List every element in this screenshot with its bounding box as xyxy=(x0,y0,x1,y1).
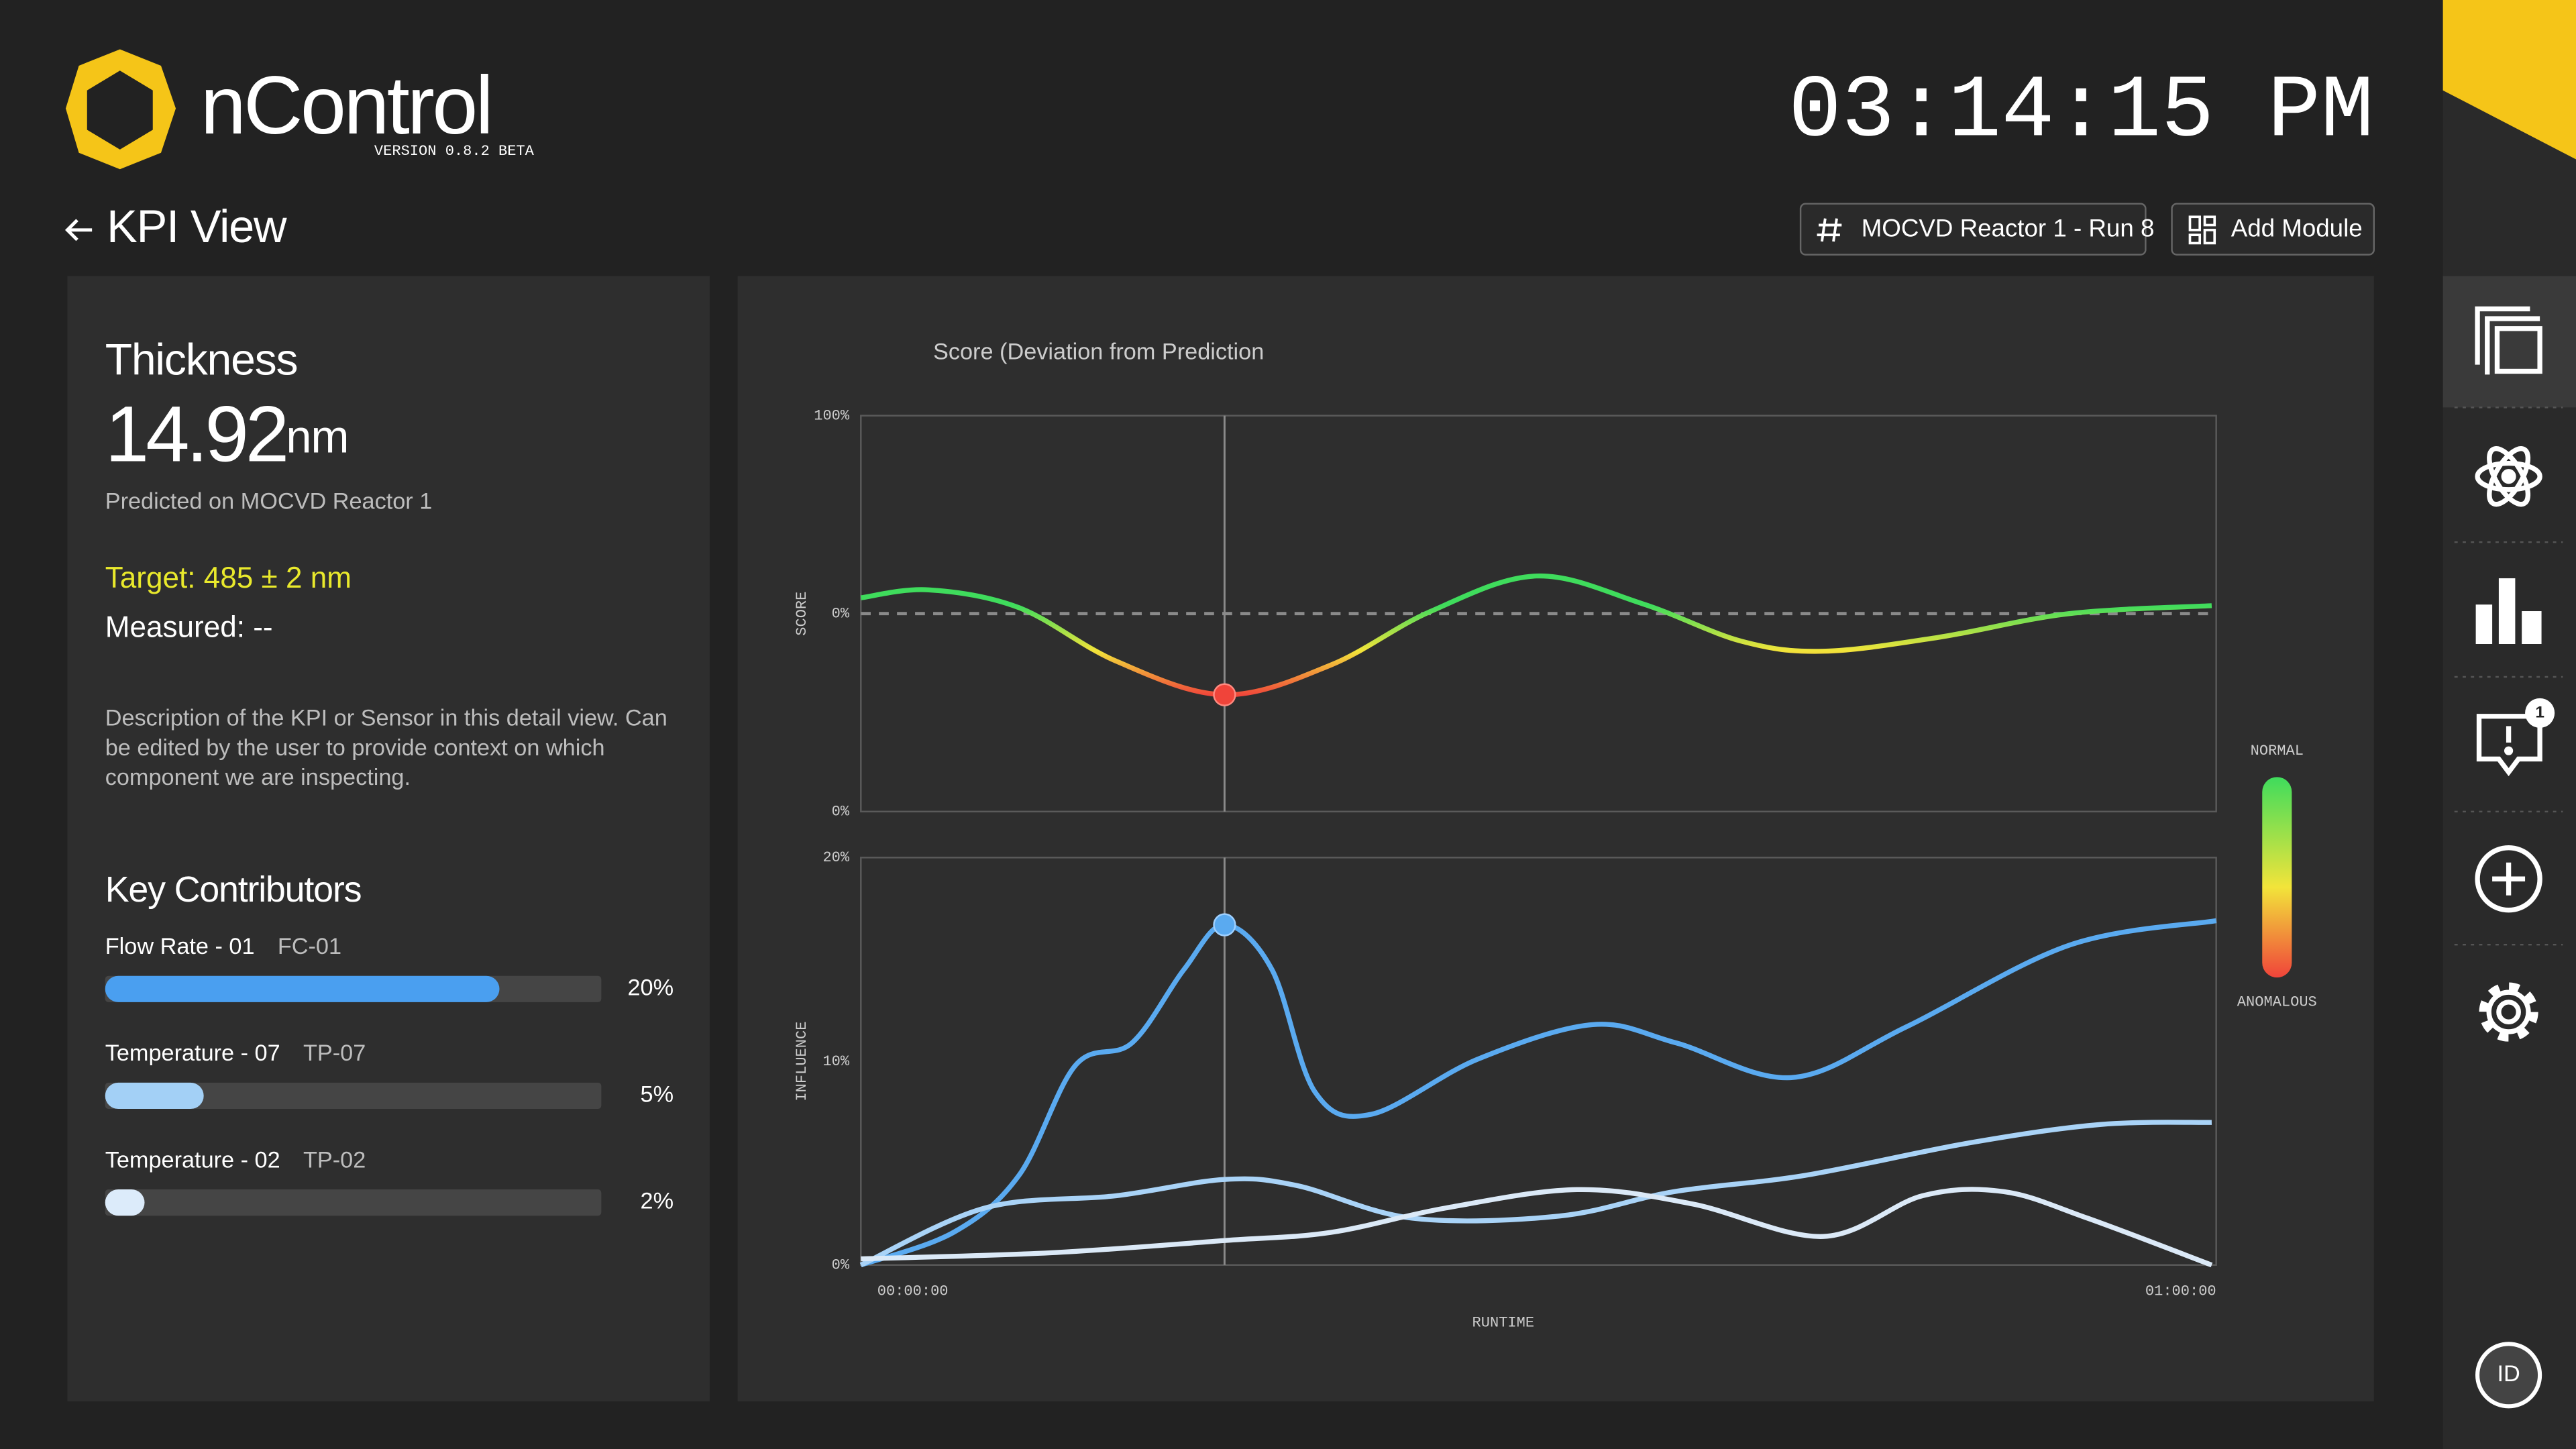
kpi-target: Target: 485 ± 2 nm xyxy=(105,561,352,594)
contributor-percent: 5% xyxy=(641,1082,674,1108)
run-button[interactable]: MOCVD Reactor 1 - Run 8 xyxy=(1799,203,2155,256)
contributor-code: TP-07 xyxy=(303,1040,366,1066)
contributor-name: Temperature - 07 xyxy=(105,1040,280,1066)
plots: SCORE 100% 0% 0% INFLUENCE 20% 10% 0% 00:00:00 01… xyxy=(794,407,2217,1300)
add-module-button[interactable]: Add Module xyxy=(2171,203,2375,256)
kpi-title: Thickness xyxy=(105,335,298,385)
influence-line xyxy=(860,918,2217,1268)
x-tick-label: 01:00:00 xyxy=(2145,1283,2216,1300)
score-scale xyxy=(2262,777,2292,978)
y-tick-label: 10% xyxy=(822,1053,849,1070)
logo xyxy=(65,49,176,170)
user-button[interactable] xyxy=(2475,1342,2542,1409)
y-tick-label: 100% xyxy=(814,407,850,424)
y-axis-label: SCORE xyxy=(794,592,810,636)
kpi-measured: Measured: -- xyxy=(105,611,273,644)
y-tick-label: 0% xyxy=(832,1257,850,1274)
y-tick-label: 0% xyxy=(832,804,850,820)
contributor-name: Temperature - 02 xyxy=(105,1147,280,1173)
back-arrow[interactable] xyxy=(64,219,93,241)
contributors-title: Key Contributors xyxy=(105,869,362,910)
button-label: MOCVD Reactor 1 - Run 8 xyxy=(1862,215,2155,242)
clock: 03:14:15 PM xyxy=(1788,61,2374,162)
scale-top-label: NORMAL xyxy=(2251,743,2304,759)
layers-icon[interactable] xyxy=(2475,306,2542,375)
contributor-bar xyxy=(105,1189,145,1216)
notification-badge xyxy=(2525,698,2555,728)
legend-label[interactable]: Score (Deviation from Prediction xyxy=(933,339,1264,365)
add-icon[interactable] xyxy=(2475,845,2542,913)
contributor-percent: 2% xyxy=(641,1189,674,1214)
y-tick-label: 0% xyxy=(832,606,850,623)
version: VERSION 0.8.2 BETA xyxy=(374,143,535,160)
contributor-label: Temperature - 02 TP-02 xyxy=(105,1147,366,1173)
sidebar xyxy=(2443,0,2576,1449)
contributor-bar xyxy=(105,1082,204,1110)
app-name: nControl xyxy=(201,59,491,151)
scale-bottom-label: ANOMALOUS xyxy=(2237,994,2317,1011)
contributor-code: TP-02 xyxy=(303,1147,366,1173)
influence-line xyxy=(861,1187,2213,1268)
contributor-code: FC-01 xyxy=(278,934,341,959)
contributor-track xyxy=(105,1189,602,1216)
button-label: Add Module xyxy=(2231,215,2363,242)
score-line xyxy=(860,573,2212,698)
kpi-reading: 14.92nm xyxy=(105,390,348,478)
analytics-icon[interactable] xyxy=(2475,578,2542,644)
kpi-description: component we are inspecting. xyxy=(105,765,411,790)
influence-line xyxy=(859,1120,2212,1268)
contributor-percent: 20% xyxy=(627,975,674,1000)
y-axis-label: INFLUENCE xyxy=(794,1022,810,1102)
sidebar-accent xyxy=(2443,0,2576,160)
contributor-label: Flow Rate - 01 FC-01 xyxy=(105,934,341,959)
atom-icon[interactable] xyxy=(2475,443,2542,510)
kpi-description: be edited by the user to provide context… xyxy=(105,735,605,761)
notification-count: 1 xyxy=(2535,703,2544,721)
kpi-source: Predicted on MOCVD Reactor 1 xyxy=(105,488,433,514)
contributors: Flow Rate - 01 FC-01 20% Temperature - 07 TP… xyxy=(105,934,674,1216)
kpi-description: Description of the KPI or Sensor in this… xyxy=(105,706,667,731)
x-axis-label: RUNTIME xyxy=(1472,1314,1535,1331)
x-tick-label: 00:00:00 xyxy=(877,1283,949,1300)
score-cursor-point xyxy=(1213,683,1236,706)
influence-cursor-point xyxy=(1213,913,1236,936)
chart-panel xyxy=(737,276,2374,1401)
plot-frame xyxy=(860,857,2217,1266)
kpi-value: 14.92 xyxy=(105,390,286,478)
user-initials: ID xyxy=(2497,1361,2520,1387)
settings-icon[interactable] xyxy=(2479,982,2538,1042)
contributor-name: Flow Rate - 01 xyxy=(105,934,255,959)
sidebar-separators xyxy=(2454,407,2563,946)
kpi-unit: nm xyxy=(286,411,348,462)
contributor-track xyxy=(105,1082,602,1110)
contributor-bar xyxy=(105,975,500,1002)
y-tick-label: 20% xyxy=(822,849,849,866)
contributor-label: Temperature - 07 TP-07 xyxy=(105,1040,366,1066)
sidebar-selected xyxy=(2443,276,2576,408)
view-title[interactable]: KPI View xyxy=(107,201,288,252)
